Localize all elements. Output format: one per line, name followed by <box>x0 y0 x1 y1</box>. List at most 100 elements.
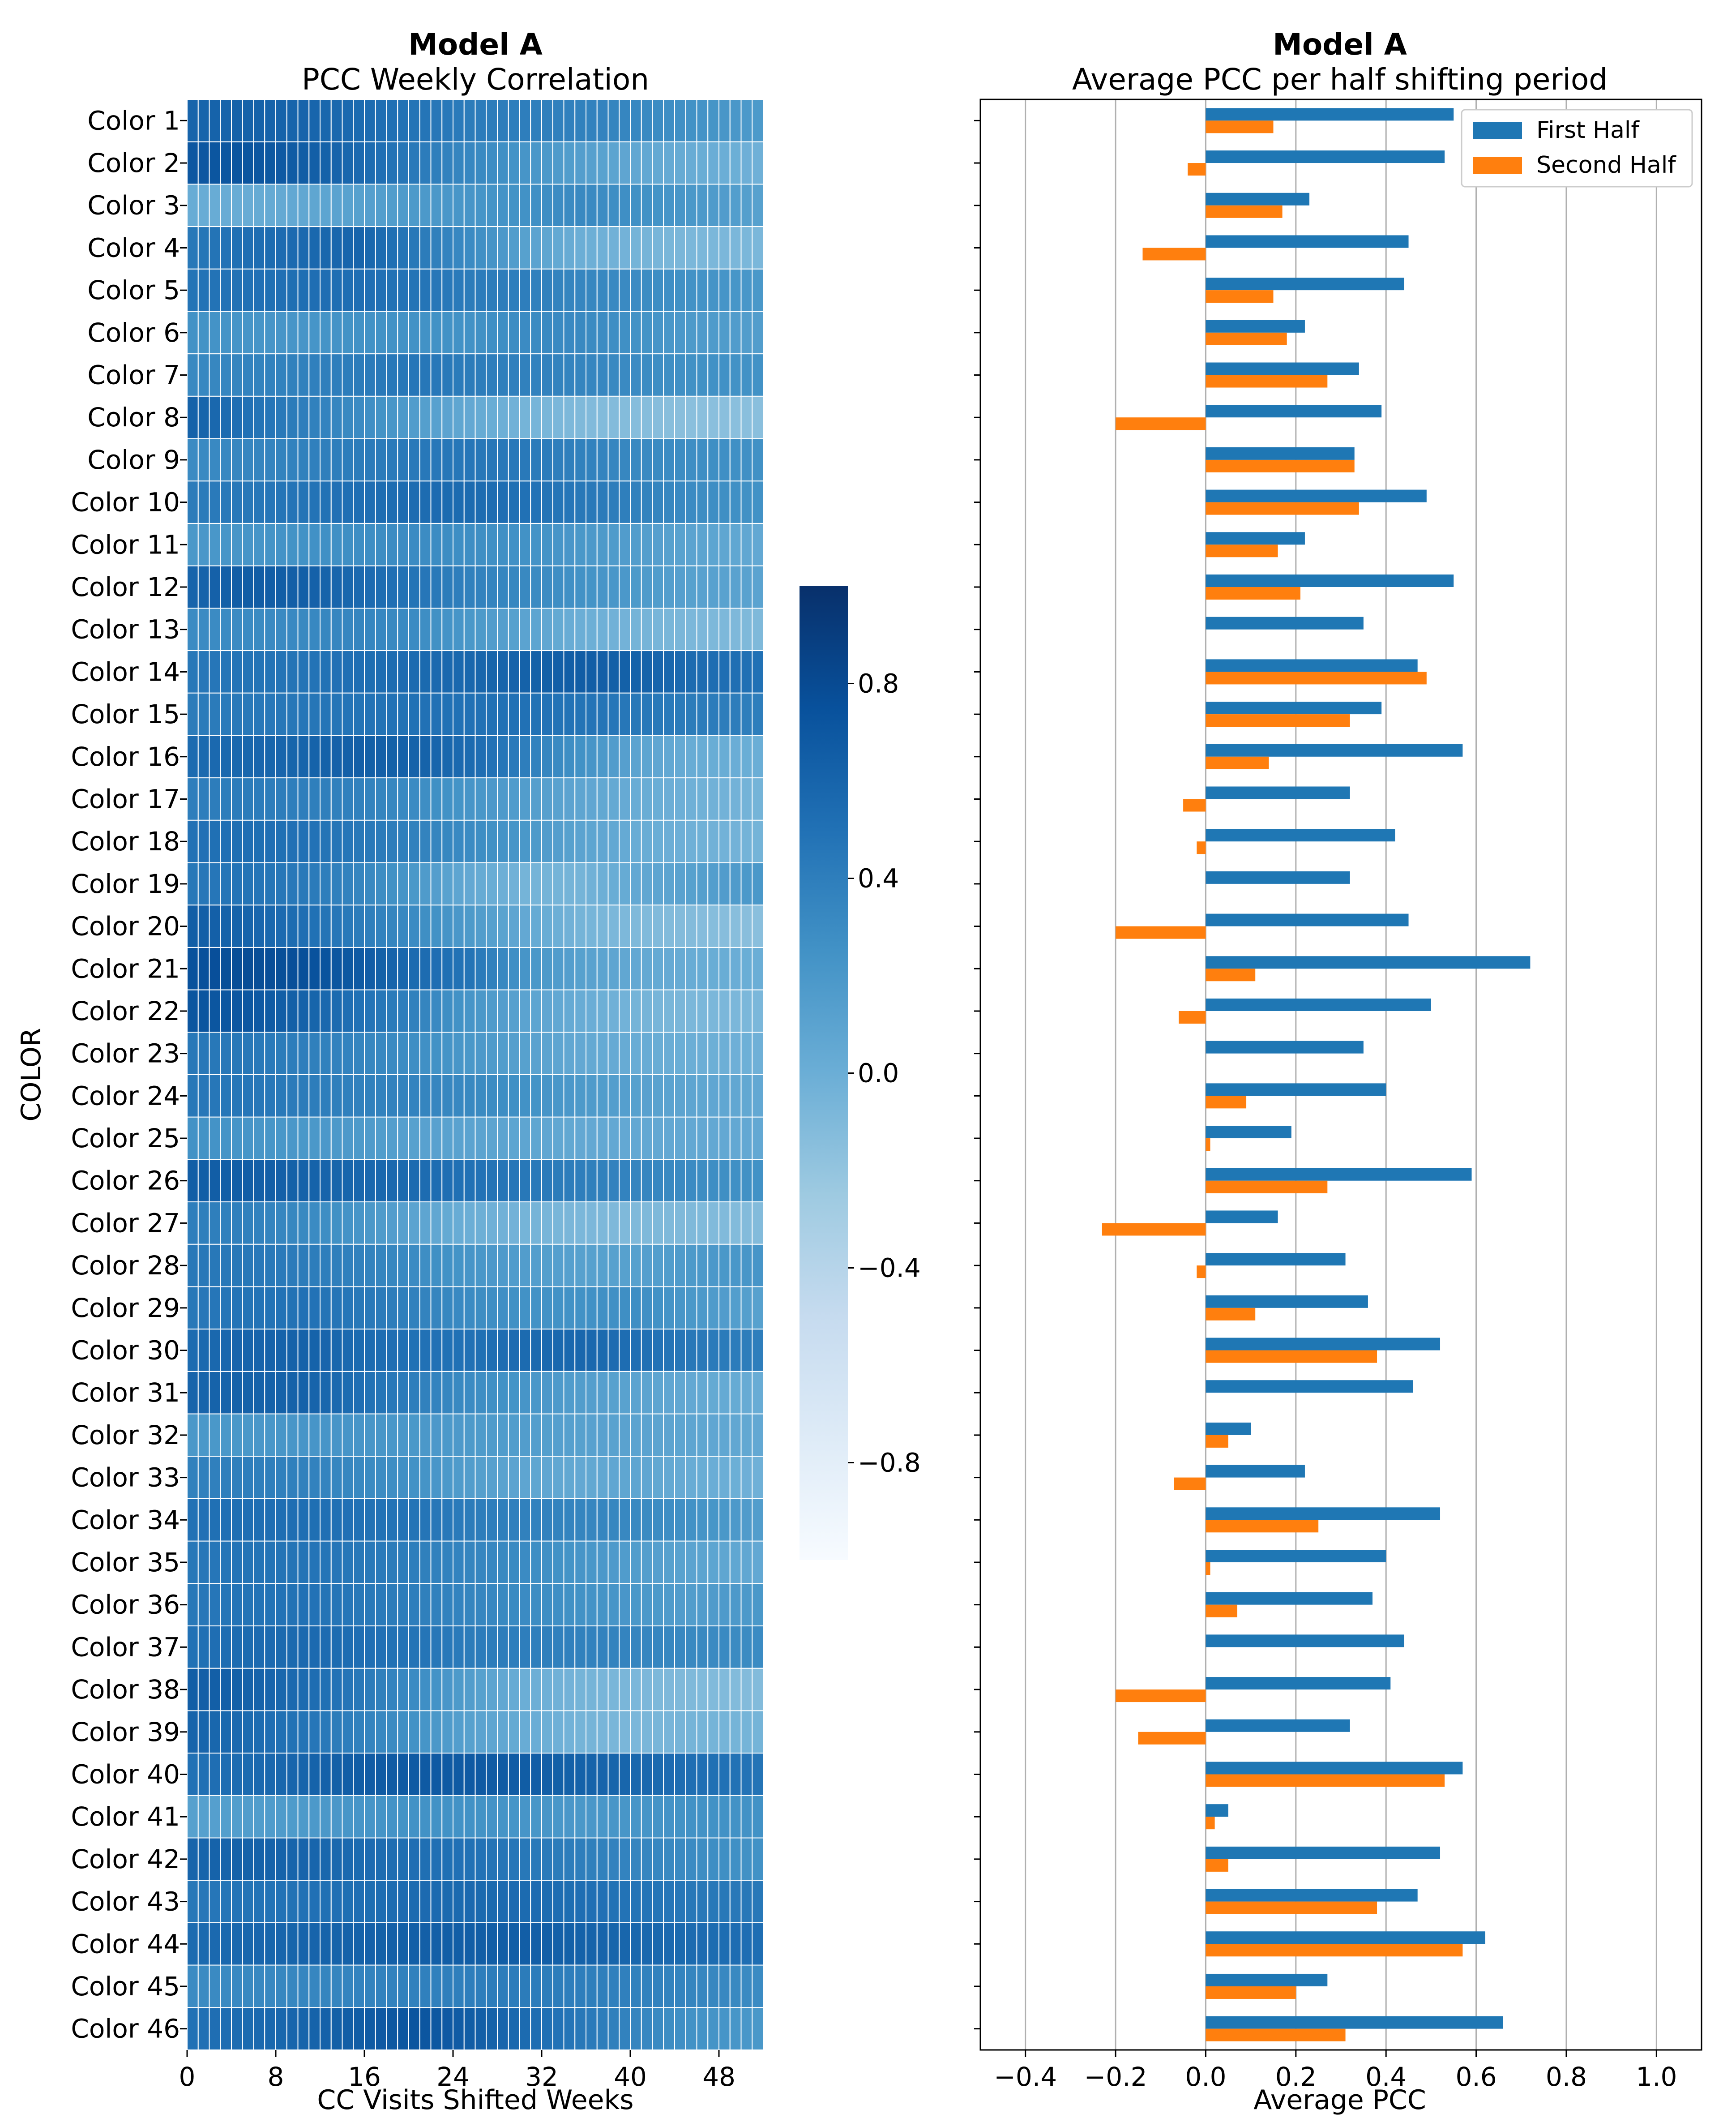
heatmap-cell <box>320 226 332 270</box>
heatmap-cell <box>574 1201 586 1245</box>
bar-x-tick-label: −0.4 <box>994 2062 1057 2092</box>
heatmap-cell <box>596 1540 609 1584</box>
heatmap-cell <box>729 1498 742 1542</box>
heatmap-cell <box>220 1413 232 1457</box>
heatmap-cell <box>530 1498 542 1542</box>
bar-first-half <box>1206 1804 1228 1817</box>
heatmap-cell <box>475 1286 487 1330</box>
heatmap-cell <box>320 819 332 863</box>
heatmap-cell <box>286 1668 299 1711</box>
heatmap-cell <box>519 650 531 694</box>
heatmap-cell <box>242 1795 254 1839</box>
heatmap-cell <box>707 1116 719 1160</box>
heatmap-cell <box>353 1498 365 1542</box>
heatmap-cell <box>286 650 299 694</box>
heatmap-cell <box>220 438 232 482</box>
heatmap-cell <box>508 1964 520 2008</box>
heatmap-cell <box>220 1540 232 1584</box>
heatmap-cell <box>297 1880 310 1923</box>
heatmap-cell <box>497 99 509 142</box>
heatmap-cell <box>574 1922 586 1966</box>
heatmap-cell <box>320 1668 332 1711</box>
heatmap-cell <box>475 735 487 779</box>
heatmap-cell <box>707 1837 719 1881</box>
heatmap-cell <box>187 1837 199 1881</box>
heatmap-cell <box>508 438 520 482</box>
heatmap-cell <box>630 226 642 270</box>
heatmap-cell <box>630 1583 642 1627</box>
bar-first-half <box>1206 362 1359 375</box>
heatmap-cell <box>386 1583 398 1627</box>
heatmap-cell <box>308 777 321 821</box>
heatmap-cell <box>508 1329 520 1372</box>
heatmap-cell <box>441 1880 453 1923</box>
heatmap-cell <box>674 1922 686 1966</box>
heatmap-cell <box>630 1371 642 1415</box>
heatmap-cell <box>286 438 299 482</box>
heatmap-cell <box>641 184 653 227</box>
heatmap-cell <box>330 1837 343 1881</box>
heatmap-cell <box>752 184 764 227</box>
heatmap-cell <box>187 947 199 990</box>
heatmap-cell <box>220 777 232 821</box>
bar-second-half <box>1206 1180 1328 1193</box>
heatmap-cell <box>441 141 453 185</box>
heatmap-cell <box>231 1795 243 1839</box>
heatmap-cell <box>463 1201 476 1245</box>
heatmap-cell <box>541 226 553 270</box>
heatmap-cell <box>530 947 542 990</box>
heatmap-cell <box>463 947 476 990</box>
heatmap-cell <box>419 226 432 270</box>
heatmap-cell <box>619 480 631 524</box>
heatmap-cell <box>563 1540 576 1584</box>
heatmap-cell <box>209 735 221 779</box>
heatmap-cell <box>408 947 420 990</box>
heatmap-cell <box>486 311 498 355</box>
heatmap-cell <box>563 989 576 1033</box>
heatmap-cell <box>508 268 520 312</box>
heatmap-cell <box>231 1074 243 1118</box>
heatmap-cell <box>752 1837 764 1881</box>
heatmap-cell <box>231 1710 243 1754</box>
heatmap-cell <box>519 1116 531 1160</box>
heatmap-cell <box>652 1583 664 1627</box>
heatmap-cell <box>530 99 542 142</box>
heatmap-cell <box>342 141 354 185</box>
heatmap-cell <box>475 1371 487 1415</box>
heatmap-cell <box>718 1116 731 1160</box>
bar-first-half <box>1206 744 1463 757</box>
heatmap-cell <box>342 268 354 312</box>
heatmap-cell <box>441 989 453 1033</box>
heatmap-cell <box>519 395 531 439</box>
heatmap-cell <box>197 523 210 566</box>
heatmap-cell <box>286 1922 299 1966</box>
heatmap-cell <box>729 777 742 821</box>
heatmap-cell <box>187 268 199 312</box>
heatmap-cell <box>275 1753 287 1796</box>
heatmap-cell <box>530 1625 542 1669</box>
heatmap-cell <box>286 777 299 821</box>
heatmap-cell <box>475 480 487 524</box>
heatmap-cell <box>475 989 487 1033</box>
heatmap-cell <box>253 353 265 397</box>
heatmap-cell <box>286 905 299 948</box>
heatmap-cell <box>652 565 664 609</box>
heatmap-cell <box>674 650 686 694</box>
heatmap-cell <box>242 226 254 270</box>
bar-first-half <box>1206 659 1418 672</box>
heatmap-cell <box>286 480 299 524</box>
heatmap-cell <box>297 947 310 990</box>
heatmap-cell <box>441 735 453 779</box>
heatmap-cell <box>264 650 276 694</box>
heatmap-cell <box>696 735 709 779</box>
heatmap-cell <box>375 184 387 227</box>
heatmap-cell <box>674 2007 686 2050</box>
heatmap-cell <box>652 692 664 736</box>
heatmap-cell <box>197 1116 210 1160</box>
heatmap-cell <box>707 1286 719 1330</box>
heatmap-cell <box>353 184 365 227</box>
bar-second-half <box>1206 1562 1210 1575</box>
heatmap-cell <box>574 862 586 906</box>
heatmap-cell <box>674 1498 686 1542</box>
heatmap-cell <box>685 1625 697 1669</box>
